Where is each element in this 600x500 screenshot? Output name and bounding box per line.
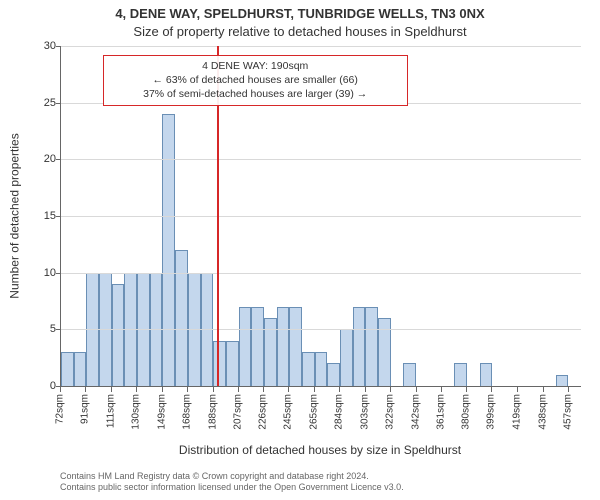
x-tick-label: 111sqm (106, 394, 117, 428)
x-axis-label: Distribution of detached houses by size … (60, 443, 580, 457)
bar (251, 307, 264, 386)
x-tick-label: 245sqm (283, 394, 294, 430)
x-tick-label: 361sqm (436, 394, 447, 430)
x-tick-label: 207sqm (232, 394, 243, 430)
x-tick-label: 457sqm (562, 394, 573, 430)
x-tick-label: 72sqm (55, 394, 66, 424)
y-tick-label: 10 (32, 267, 56, 279)
bar (175, 250, 188, 386)
x-tick-mark (60, 387, 61, 392)
y-tick-label: 0 (32, 380, 56, 392)
x-tick-mark (466, 387, 467, 392)
bar (365, 307, 378, 386)
x-tick-label: 91sqm (80, 394, 91, 424)
y-tick-label: 25 (32, 97, 56, 109)
x-tick-mark (441, 387, 442, 392)
bar (289, 307, 302, 386)
x-tick-label: 130sqm (131, 394, 142, 430)
x-tick-mark (416, 387, 417, 392)
x-tick-mark (162, 387, 163, 392)
bar (480, 363, 493, 386)
annotation-line: ← 63% of detached houses are smaller (66… (110, 73, 401, 87)
x-tick-mark (288, 387, 289, 392)
x-ticks: 72sqm91sqm111sqm130sqm149sqm168sqm188sqm… (60, 387, 580, 447)
y-tick-label: 5 (32, 323, 56, 335)
bar (239, 307, 252, 386)
x-tick-label: 380sqm (461, 394, 472, 430)
x-tick-mark (111, 387, 112, 392)
bar (353, 307, 366, 386)
x-tick-mark (568, 387, 569, 392)
x-tick-mark (339, 387, 340, 392)
attribution-text: Contains HM Land Registry data © Crown c… (60, 471, 580, 494)
chart-container: 4, DENE WAY, SPELDHURST, TUNBRIDGE WELLS… (0, 0, 600, 500)
gridline (61, 329, 581, 330)
x-tick-mark (314, 387, 315, 392)
x-tick-label: 303sqm (359, 394, 370, 430)
gridline (61, 46, 581, 47)
bar (277, 307, 290, 386)
x-tick-mark (390, 387, 391, 392)
bar (226, 341, 239, 386)
gridline (61, 273, 581, 274)
x-tick-label: 399sqm (486, 394, 497, 430)
bar (61, 352, 74, 386)
bar (74, 352, 87, 386)
y-tick-label: 30 (32, 40, 56, 52)
chart-title-line1: 4, DENE WAY, SPELDHURST, TUNBRIDGE WELLS… (0, 6, 600, 21)
attribution-line2: Contains public sector information licen… (60, 482, 580, 494)
x-tick-mark (213, 387, 214, 392)
x-tick-label: 226sqm (258, 394, 269, 430)
bar (302, 352, 315, 386)
bar (264, 318, 277, 386)
x-tick-mark (263, 387, 264, 392)
x-tick-label: 438sqm (537, 394, 548, 430)
y-tick-label: 15 (32, 210, 56, 222)
x-tick-label: 188sqm (207, 394, 218, 430)
bar (378, 318, 391, 386)
annotation-line: 4 DENE WAY: 190sqm (110, 59, 401, 73)
x-tick-label: 419sqm (512, 394, 523, 430)
bar (327, 363, 340, 386)
x-tick-label: 265sqm (309, 394, 320, 430)
bar (315, 352, 328, 386)
plot-area: 4 DENE WAY: 190sqm← 63% of detached hous… (60, 46, 581, 387)
y-ticks: 051015202530 (0, 46, 60, 386)
bar (213, 341, 226, 386)
x-tick-mark (85, 387, 86, 392)
x-tick-mark (543, 387, 544, 392)
annotation-line: 37% of semi-detached houses are larger (… (110, 87, 401, 101)
x-tick-mark (365, 387, 366, 392)
gridline (61, 159, 581, 160)
x-tick-label: 322sqm (384, 394, 395, 430)
x-tick-mark (238, 387, 239, 392)
y-tick-label: 20 (32, 153, 56, 165)
annotation-box: 4 DENE WAY: 190sqm← 63% of detached hous… (103, 55, 408, 106)
attribution-line1: Contains HM Land Registry data © Crown c… (60, 471, 580, 483)
x-tick-mark (517, 387, 518, 392)
bar (403, 363, 416, 386)
x-tick-label: 284sqm (334, 394, 345, 430)
x-tick-label: 149sqm (156, 394, 167, 430)
bar (112, 284, 125, 386)
x-tick-mark (491, 387, 492, 392)
x-tick-label: 342sqm (410, 394, 421, 430)
gridline (61, 216, 581, 217)
bar (454, 363, 467, 386)
x-tick-mark (136, 387, 137, 392)
x-tick-mark (187, 387, 188, 392)
bar (556, 375, 569, 386)
bar (340, 329, 353, 386)
bar (162, 114, 175, 386)
chart-title-line2: Size of property relative to detached ho… (0, 24, 600, 39)
x-tick-label: 168sqm (181, 394, 192, 430)
